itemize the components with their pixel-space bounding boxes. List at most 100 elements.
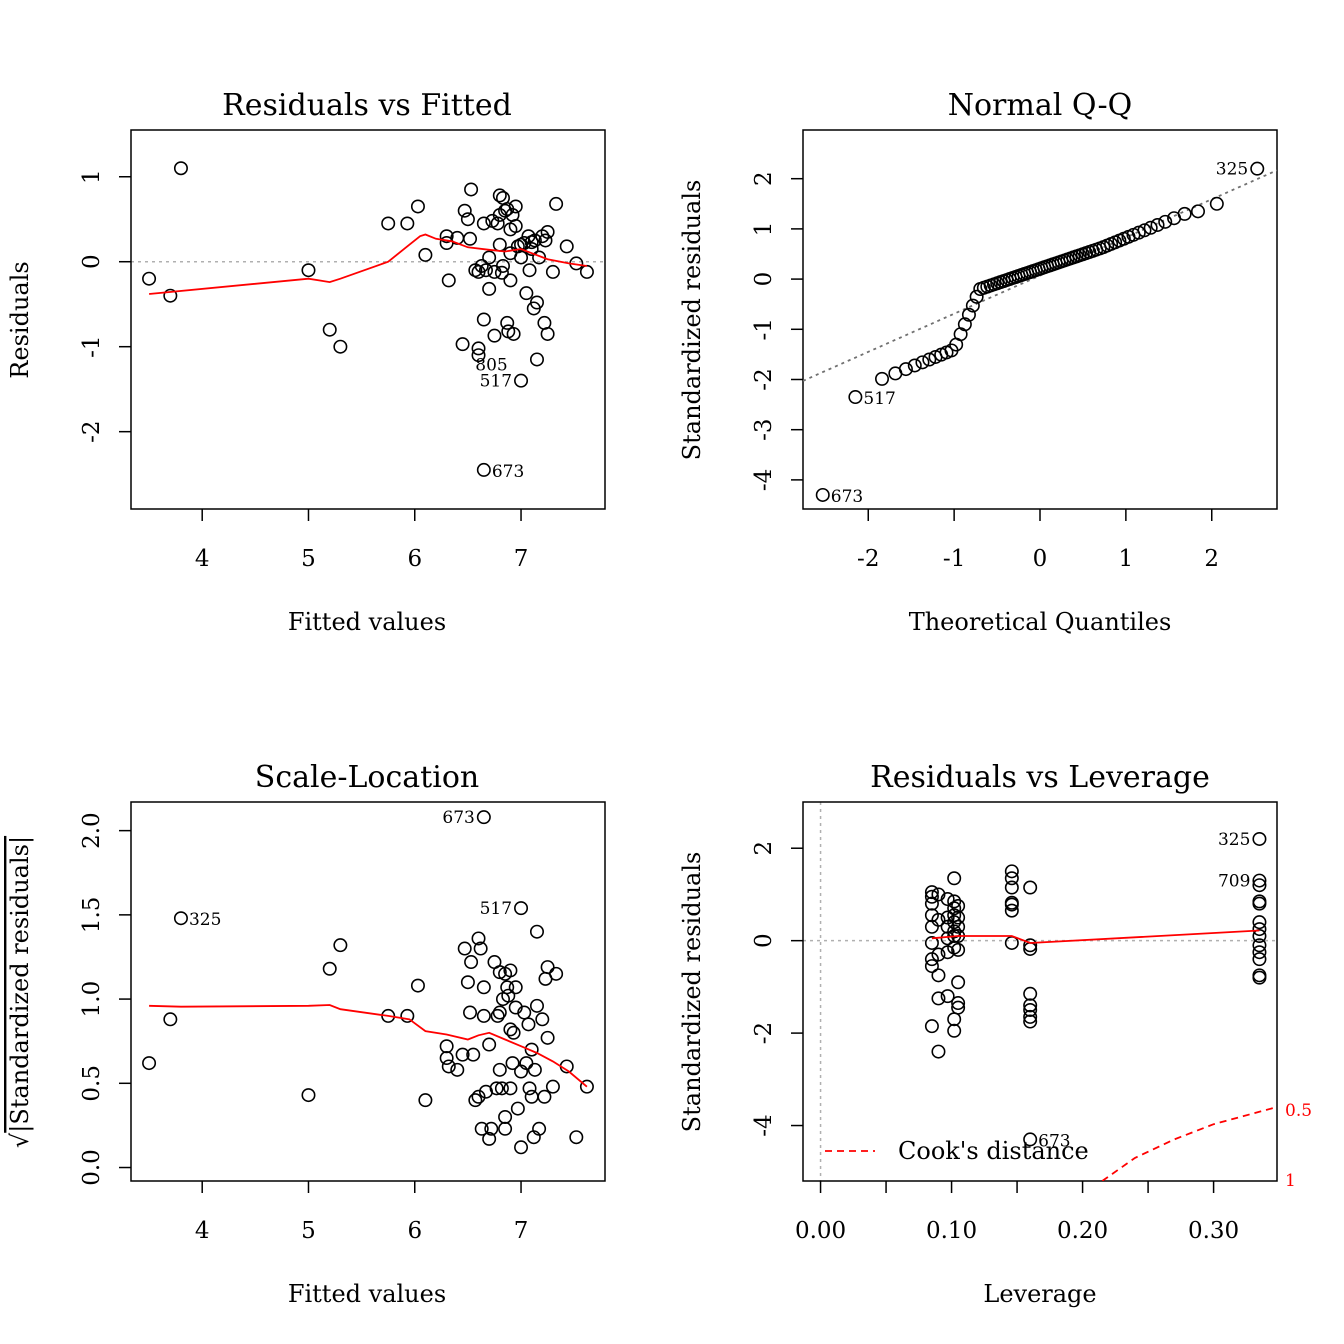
data-point bbox=[476, 810, 491, 825]
data-point bbox=[163, 288, 178, 303]
data-point bbox=[545, 1079, 560, 1094]
data-point bbox=[1252, 915, 1267, 930]
data-point bbox=[1252, 929, 1267, 944]
data-point bbox=[1158, 214, 1173, 229]
data-point bbox=[947, 1023, 962, 1038]
panel-residuals-vs-leverage: Residuals vs Leverage Leverage Standardi… bbox=[678, 760, 1312, 1308]
data-point bbox=[540, 960, 555, 975]
data-point bbox=[940, 989, 955, 1004]
data-point bbox=[492, 1062, 507, 1077]
panel-title: Residuals vs Leverage bbox=[870, 760, 1210, 795]
data-point bbox=[540, 326, 555, 341]
y-axis-label: Standardized residuals bbox=[678, 180, 706, 461]
data-point bbox=[301, 263, 316, 278]
data-point bbox=[498, 1109, 513, 1124]
data-point bbox=[924, 889, 939, 904]
panel-normal-qq: Normal Q-Q Theoretical Quantiles Standar… bbox=[678, 88, 1278, 636]
point-label: 517 bbox=[480, 899, 512, 919]
data-point bbox=[924, 885, 939, 900]
data-point bbox=[947, 924, 962, 939]
data-point bbox=[532, 1121, 547, 1136]
point-label: 673 bbox=[442, 808, 474, 828]
data-point bbox=[931, 968, 946, 983]
data-point bbox=[545, 264, 560, 279]
data-point bbox=[1177, 206, 1192, 221]
data-point bbox=[492, 1005, 507, 1020]
panel-title: Normal Q-Q bbox=[948, 88, 1133, 123]
data-point bbox=[579, 1079, 594, 1094]
data-point bbox=[490, 216, 505, 231]
data-point bbox=[482, 250, 497, 265]
point-label: 517 bbox=[480, 372, 512, 392]
data-point bbox=[538, 233, 553, 248]
data-point bbox=[505, 1056, 520, 1071]
y-tick-label: -2 bbox=[79, 420, 105, 442]
data-point bbox=[524, 1042, 539, 1057]
data-point bbox=[381, 216, 396, 231]
data-point bbox=[333, 938, 348, 953]
y-tick-label: -2 bbox=[751, 1022, 777, 1044]
point-label: 673 bbox=[831, 487, 863, 507]
data-point bbox=[1023, 998, 1038, 1013]
data-point bbox=[848, 390, 863, 405]
x-tick-label: 5 bbox=[301, 1218, 316, 1244]
data-point bbox=[439, 1039, 454, 1054]
data-point bbox=[524, 241, 539, 256]
plot-frame bbox=[130, 129, 606, 510]
data-point bbox=[514, 901, 529, 916]
data-point bbox=[333, 339, 348, 354]
data-point bbox=[529, 295, 544, 310]
data-point bbox=[163, 1012, 178, 1027]
y-tick-label: -1 bbox=[79, 335, 105, 357]
data-point bbox=[924, 1019, 939, 1034]
y-tick-label: -3 bbox=[751, 418, 777, 440]
data-point bbox=[579, 264, 594, 279]
y-tick-label: 0 bbox=[751, 272, 777, 287]
data-point bbox=[569, 1130, 584, 1145]
data-point bbox=[466, 1047, 481, 1062]
point-label: 805 bbox=[475, 355, 507, 375]
data-point bbox=[1190, 204, 1205, 219]
plot-frame bbox=[130, 801, 606, 1182]
data-point bbox=[463, 1005, 478, 1020]
data-point bbox=[931, 1044, 946, 1059]
x-tick-label: 7 bbox=[514, 1218, 529, 1244]
y-tick-label: 1.0 bbox=[79, 981, 105, 1018]
point-label: 517 bbox=[863, 389, 895, 409]
data-point bbox=[322, 961, 337, 976]
data-point bbox=[464, 182, 479, 197]
data-point bbox=[490, 1008, 505, 1023]
data-point bbox=[506, 326, 521, 341]
y-axis-label: Standardized residuals bbox=[678, 852, 706, 1133]
panel-residuals-vs-fitted: Residuals vs Fitted Fitted values Residu… bbox=[6, 88, 606, 636]
y-tick-label: 2 bbox=[751, 171, 777, 186]
data-point bbox=[418, 1093, 433, 1108]
data-point bbox=[484, 1121, 499, 1136]
panel-scale-location: Scale-Location Fitted values √|Standardi… bbox=[6, 760, 606, 1308]
data-point bbox=[471, 1089, 486, 1104]
data-point bbox=[549, 196, 564, 211]
x-axis-label: Fitted values bbox=[288, 1280, 446, 1308]
data-point bbox=[492, 237, 507, 252]
data-point bbox=[1023, 938, 1038, 953]
x-axis-label: Fitted values bbox=[288, 608, 446, 636]
y-tick-label: 0 bbox=[79, 254, 105, 269]
x-tick-label: 0 bbox=[1033, 546, 1048, 572]
data-point bbox=[519, 1056, 534, 1071]
plot-frame bbox=[802, 801, 1278, 1182]
data-point bbox=[522, 1081, 537, 1096]
data-point bbox=[524, 1089, 539, 1104]
data-point bbox=[489, 1081, 504, 1096]
y-axis-label: Residuals bbox=[6, 261, 34, 378]
data-point bbox=[476, 1008, 491, 1023]
data-point bbox=[931, 991, 946, 1006]
data-point bbox=[1252, 831, 1267, 846]
data-point bbox=[487, 328, 502, 343]
data-point bbox=[529, 352, 544, 367]
data-point bbox=[529, 924, 544, 939]
data-point bbox=[173, 911, 188, 926]
data-point bbox=[1252, 952, 1267, 967]
data-point bbox=[474, 1121, 489, 1136]
data-point bbox=[1004, 880, 1019, 895]
data-point bbox=[301, 1088, 316, 1103]
